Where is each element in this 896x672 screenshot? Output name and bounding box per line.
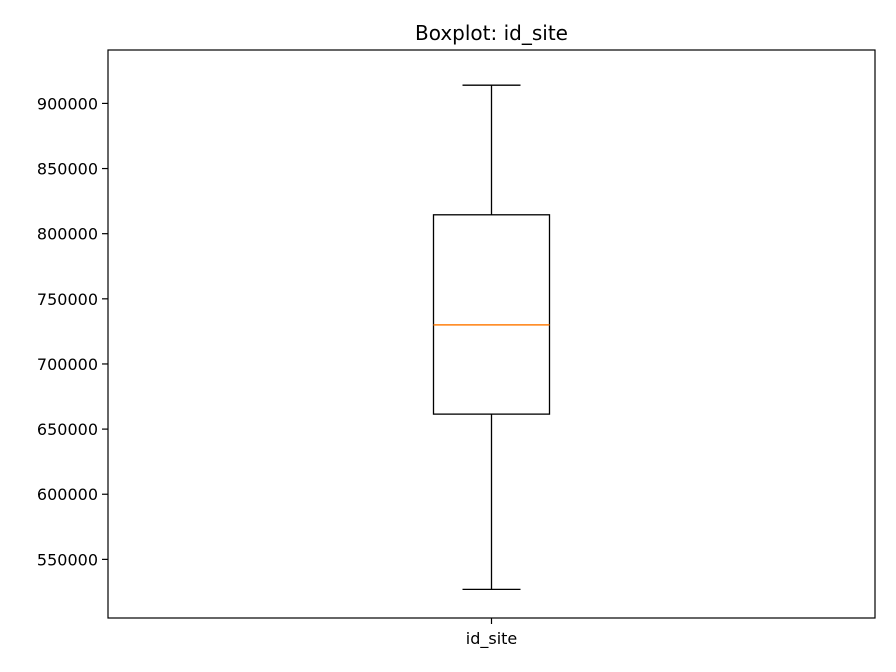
y-tick-label: 800000 bbox=[37, 225, 98, 244]
y-tick-label: 750000 bbox=[37, 290, 98, 309]
chart-title: Boxplot: id_site bbox=[415, 21, 568, 45]
y-tick-label: 650000 bbox=[37, 420, 98, 439]
y-axis: 550000 600000 650000 700000 750000 800000 8500… bbox=[37, 94, 108, 569]
y-tick-label: 550000 bbox=[37, 550, 98, 569]
y-tick-label: 700000 bbox=[37, 355, 98, 374]
box-group bbox=[432, 84, 551, 590]
x-axis: id_site bbox=[466, 618, 518, 649]
y-tick-label: 600000 bbox=[37, 485, 98, 504]
iqr-box bbox=[432, 214, 551, 415]
y-tick-label: 900000 bbox=[37, 94, 98, 113]
x-tick-label: id_site bbox=[466, 629, 518, 649]
y-tick-label: 850000 bbox=[37, 160, 98, 179]
